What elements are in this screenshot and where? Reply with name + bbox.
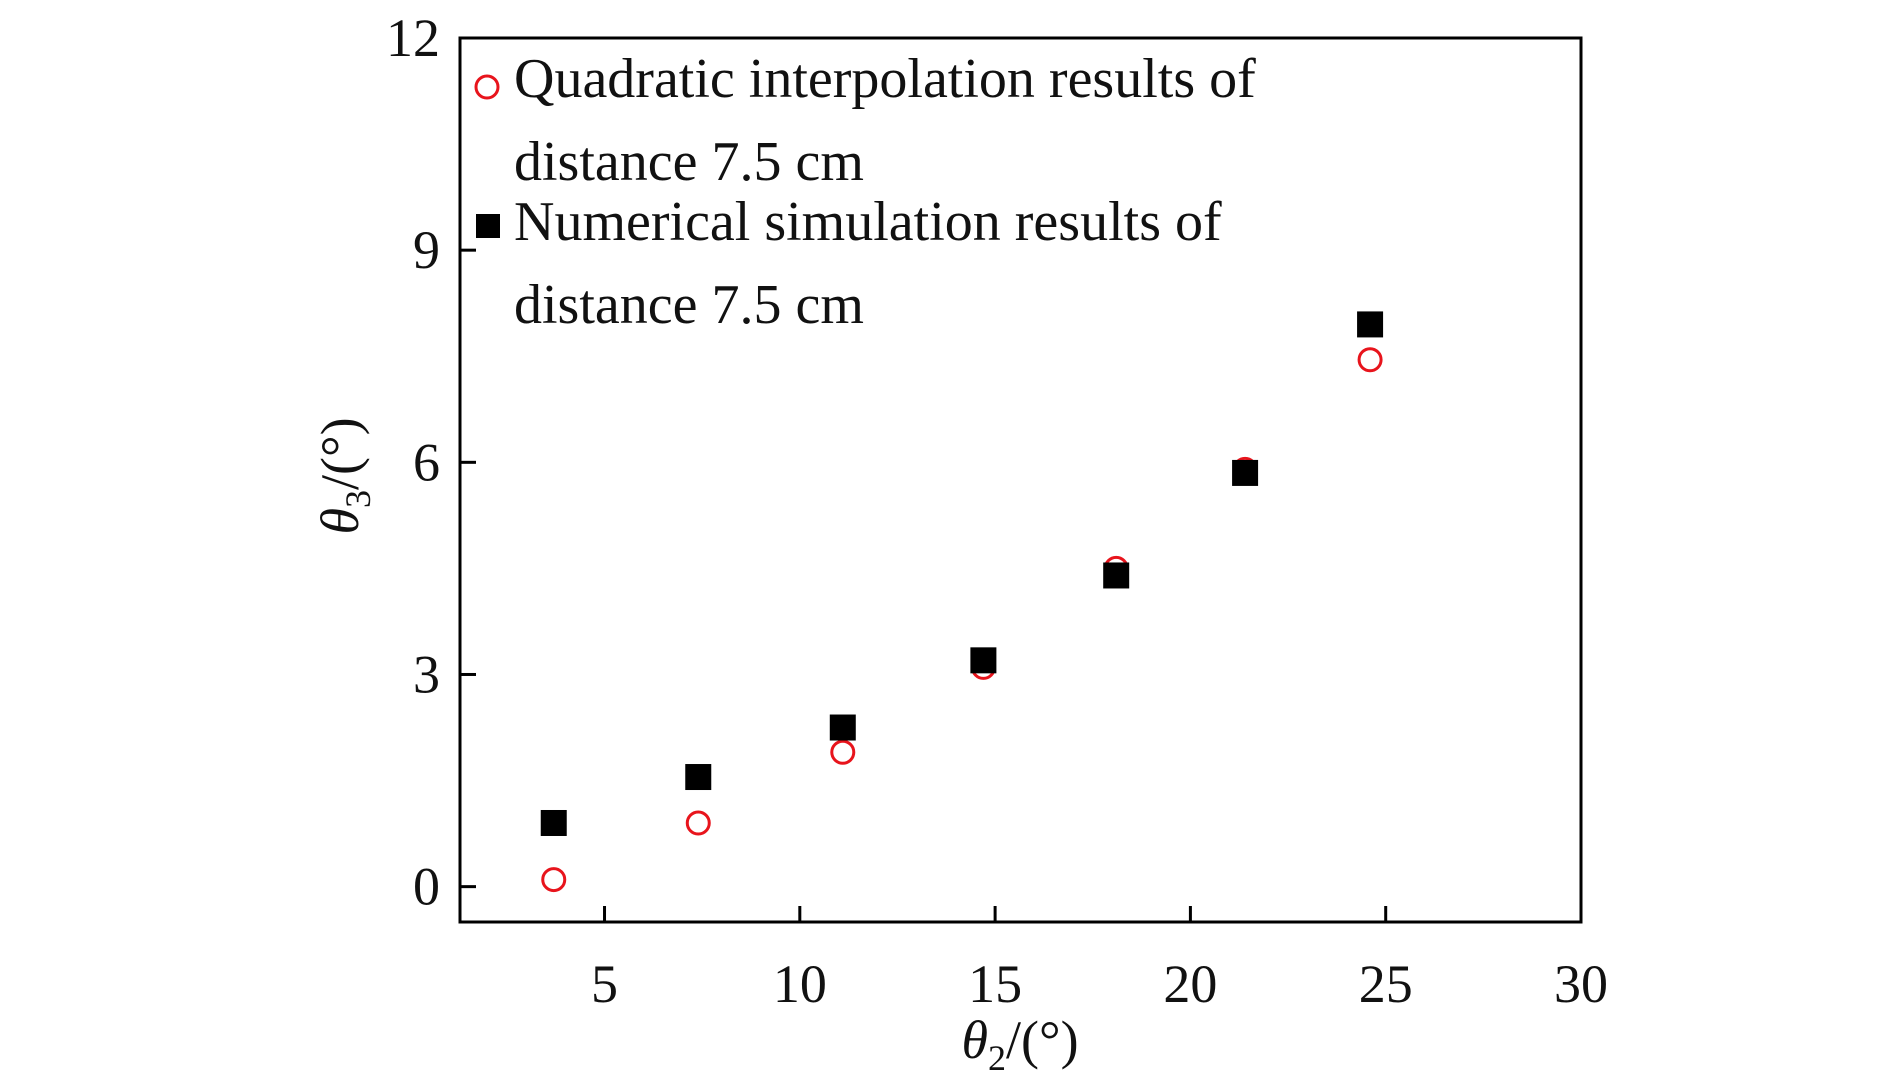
x-axis-subscript: 2 bbox=[988, 1038, 1006, 1076]
series-2 bbox=[540, 311, 1384, 836]
data-point-square bbox=[1232, 459, 1259, 486]
y-axis-title: θ3/(°) bbox=[310, 417, 378, 534]
x-tick-label: 15 bbox=[968, 954, 1022, 1014]
x-axis-unit: /(°) bbox=[1006, 1010, 1079, 1070]
x-tick-label: 30 bbox=[1554, 954, 1608, 1014]
x-tick-label: 10 bbox=[773, 954, 827, 1014]
x-axis-title: θ2/(°) bbox=[961, 1010, 1078, 1076]
legend-label-1-line-1: Quadratic interpolation results of bbox=[514, 48, 1256, 110]
data-point-circle bbox=[541, 867, 567, 893]
data-point-circle bbox=[830, 739, 856, 765]
x-tick-label: 25 bbox=[1359, 954, 1413, 1014]
x-axis-symbol: θ bbox=[961, 1010, 988, 1070]
y-tick-label: 3 bbox=[413, 644, 440, 704]
y-tick-label: 6 bbox=[413, 432, 440, 492]
legend: Quadratic interpolation results of dista… bbox=[474, 48, 1256, 336]
data-point-square bbox=[540, 809, 567, 836]
y-axis-ticks: 0 3 6 9 12 bbox=[386, 8, 476, 917]
data-series bbox=[540, 311, 1384, 893]
data-point-square bbox=[1357, 311, 1384, 338]
data-point-square bbox=[1103, 562, 1130, 589]
legend-label-1-line-2: distance 7.5 cm bbox=[514, 131, 864, 193]
y-tick-label: 12 bbox=[386, 8, 440, 68]
data-point-square bbox=[829, 714, 856, 741]
y-axis-subscript: 3 bbox=[338, 490, 378, 508]
data-point-square bbox=[685, 764, 712, 791]
y-axis-unit: /(°) bbox=[310, 417, 370, 490]
legend-label-2-line-2: distance 7.5 cm bbox=[514, 274, 864, 336]
x-tick-label: 5 bbox=[591, 954, 618, 1014]
x-axis-ticks: 5 10 15 20 25 30 bbox=[591, 906, 1608, 1014]
series-1 bbox=[541, 347, 1383, 893]
legend-label-2-line-1: Numerical simulation results of bbox=[514, 191, 1222, 253]
data-point-circle bbox=[685, 810, 711, 836]
plot-frame bbox=[458, 36, 1583, 924]
x-tick-label: 20 bbox=[1163, 954, 1217, 1014]
y-tick-label: 0 bbox=[413, 857, 440, 917]
legend-marker-circle bbox=[474, 74, 500, 100]
data-point-square bbox=[970, 647, 997, 674]
y-tick-label: 9 bbox=[413, 220, 440, 280]
legend-marker-square bbox=[476, 214, 500, 238]
data-point-circle bbox=[1357, 347, 1383, 373]
y-axis-symbol: θ bbox=[310, 508, 370, 535]
